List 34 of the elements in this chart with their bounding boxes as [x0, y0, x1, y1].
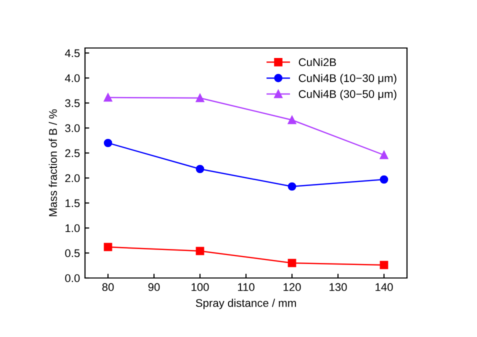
- point: [104, 138, 112, 148]
- point: [104, 242, 112, 252]
- legend-label: CuNi4B (10−30 μm): [298, 74, 396, 84]
- point: [380, 175, 388, 184]
- y-tick-label: 0.5: [65, 249, 80, 258]
- y-tick-label: 0.0: [65, 274, 80, 282]
- point: [288, 258, 296, 268]
- point: [288, 116, 296, 124]
- x-tick-label: 80: [102, 283, 114, 292]
- x-tick-label: 140: [376, 283, 393, 292]
- x-axis-title: Spray distance / mm: [196, 298, 296, 310]
- x-tick-label: 100: [192, 283, 209, 292]
- legend-label: CuNi2B: [298, 58, 336, 66]
- x-tick-label: 120: [284, 283, 301, 292]
- y-tick-label: 2.0: [65, 174, 80, 182]
- point: [196, 94, 204, 102]
- y-tick-label: 1.0: [66, 224, 80, 232]
- point: [380, 150, 388, 160]
- point: [104, 93, 112, 102]
- x-tick-label: 130: [330, 283, 347, 292]
- y-axis-title: Mass fraction of B / %: [48, 109, 57, 216]
- x-tick-label: 90: [148, 283, 160, 292]
- y-tick-label: 4.0: [64, 74, 80, 82]
- legend-label: CuNi4B (30−50 μm): [298, 90, 396, 100]
- x-tick-label: 110: [238, 283, 254, 292]
- y-tick-label: 1.5: [66, 199, 80, 208]
- y-tick-label: 3.5: [65, 99, 80, 108]
- point: [288, 182, 296, 191]
- point: [196, 164, 204, 174]
- y-tick-label: 4.5: [64, 49, 80, 58]
- y-tick-label: 2.5: [65, 149, 80, 158]
- y-tick-label: 3.0: [65, 124, 80, 132]
- point: [196, 246, 204, 256]
- point: [380, 260, 388, 270]
